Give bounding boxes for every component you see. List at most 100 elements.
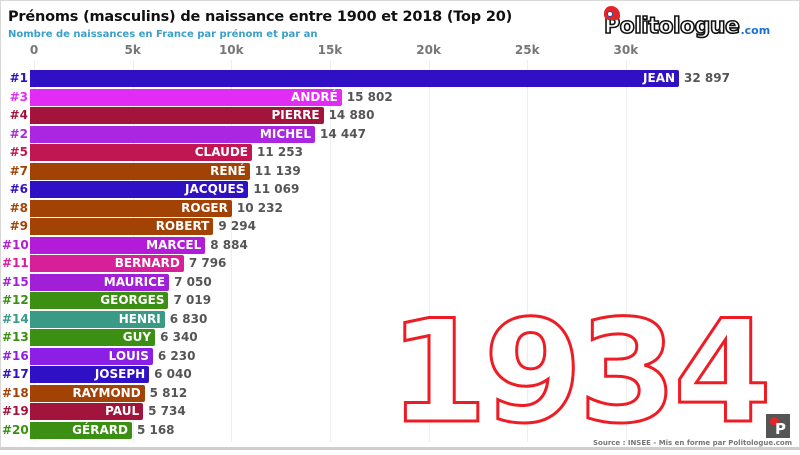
bar: ROGER: [30, 199, 232, 217]
bar-value-label: 32 897: [684, 71, 730, 85]
rank-label: #19: [2, 404, 29, 418]
bar-row: #12 GEORGES 7 019: [0, 292, 800, 309]
bar-row: #11 BERNARD 7 796: [0, 255, 800, 272]
phrygian-cap-icon: [604, 6, 620, 20]
bar-value-label: 5 812: [149, 385, 188, 400]
bar: MAURICE: [30, 273, 170, 291]
rank-label: #16: [2, 348, 29, 363]
bar-row: #10 MARCEL 8 884: [0, 236, 800, 254]
bar-name-label: HENRI: [118, 311, 161, 326]
bar-name-label: PAUL: [105, 404, 140, 418]
year-indicator: 1934: [387, 290, 773, 455]
rank-label: #14: [2, 311, 29, 326]
chart-subtitle: Nombre de naissances en France par préno…: [8, 29, 318, 40]
bar-value-label: 7 050: [174, 274, 212, 289]
bar-name-label: MARCEL: [146, 237, 202, 252]
bar-name-label: RAYMOND: [72, 385, 141, 400]
axis-tick-label: 5k: [124, 43, 141, 57]
rank-label: #20: [2, 422, 29, 437]
bar-value-label: 14 447: [320, 126, 366, 141]
rank-label: #10: [2, 237, 29, 252]
bar-name-label: RENÉ: [210, 163, 246, 178]
gridline: [428, 60, 430, 442]
bar-value-label: 9 294: [218, 219, 256, 233]
axis-tick-label: 0: [29, 43, 39, 57]
politologue-p-icon: [766, 414, 790, 438]
bar-row: #9 ROBERT 9 294: [0, 218, 800, 235]
bar-row: #20 GÉRARD 5 168: [0, 421, 800, 439]
rank-label: #11: [2, 256, 29, 270]
rank-label: #17: [2, 367, 29, 381]
bar-name-label: BERNARD: [114, 256, 180, 270]
gridline: [625, 60, 627, 442]
axis-tick-label: 10k: [218, 43, 244, 57]
gridline: [527, 60, 529, 442]
bar-row: #18 RAYMOND 5 812: [0, 384, 800, 402]
bar-row: #19 PAUL 5 734: [0, 403, 800, 420]
rank-label: #2: [9, 126, 28, 141]
rank-label: #15: [2, 274, 29, 289]
axis-tick-label: 30k: [613, 43, 639, 57]
bar-value-label: 6 830: [169, 311, 208, 326]
bar-row: #6 JACQUES 11 069: [0, 181, 800, 198]
bar-row: #3 ANDRÉ 15 802: [0, 88, 800, 106]
bar-value-label: 11 139: [254, 163, 301, 178]
bar: GEORGES: [30, 292, 169, 309]
bar: MICHEL: [30, 125, 316, 143]
bar-name-label: ROGER: [181, 200, 228, 215]
bar-name-label: ANDRÉ: [291, 89, 338, 104]
rank-label: #18: [2, 385, 29, 400]
bar-row: #17 JOSEPH 6 040: [0, 366, 800, 383]
bar-name-label: ROBERT: [155, 219, 210, 233]
bar-name-label: MAURICE: [103, 274, 166, 289]
bar-value-label: 11 069: [253, 182, 300, 196]
bar-value-label: 6 230: [157, 348, 196, 363]
bar-name-label: GEORGES: [100, 293, 165, 307]
bar-row: #14 HENRI 6 830: [0, 310, 800, 328]
bar-value-label: 15 802: [346, 89, 393, 104]
rank-label: #7: [9, 163, 28, 178]
bar: PAUL: [30, 403, 144, 420]
bar-row: #5 CLAUDE 11 253: [0, 144, 800, 161]
rank-label: #6: [9, 182, 28, 196]
bar-value-label: 5 168: [136, 422, 175, 437]
gridline: [231, 60, 233, 442]
bar-name-label: JEAN: [643, 71, 676, 85]
bar-name-label: MICHEL: [259, 126, 312, 141]
bar: ROBERT: [30, 218, 214, 235]
rank-label: #9: [9, 219, 28, 233]
axis-tick-label: 20k: [416, 43, 441, 57]
rank-label: #3: [9, 89, 28, 104]
bar-value-label: 6 340: [160, 330, 198, 344]
politologue-logo: Politologue .com: [603, 6, 771, 40]
bar: GÉRARD: [30, 421, 132, 439]
bar-row: #7 RENÉ 11 139: [0, 162, 800, 180]
axis-tick-label: 25k: [514, 43, 540, 57]
bar-value-label: 8 884: [210, 237, 248, 252]
bar-name-label: GÉRARD: [72, 422, 128, 437]
bar-name-label: CLAUDE: [194, 145, 249, 159]
bar-name-label: GUY: [122, 330, 152, 344]
bar: JACQUES: [30, 181, 249, 198]
bar-row: #13 GUY 6 340: [0, 329, 800, 346]
bar: JOSEPH: [30, 366, 150, 383]
gridline: [329, 60, 331, 442]
bar: MARCEL: [30, 236, 206, 254]
bar-value-label: 14 880: [328, 108, 375, 122]
bar: ANDRÉ: [30, 88, 342, 106]
bar-value-label: 7 796: [188, 256, 227, 270]
bar-name-label: PIERRE: [271, 108, 320, 122]
bar-name-label: JOSEPH: [94, 367, 146, 381]
bar-row: #8 ROGER 10 232: [0, 199, 800, 217]
bar-row: #4 PIERRE 14 880: [0, 107, 800, 124]
chart-title: Prénoms (masculins) de naissance entre 1…: [8, 9, 513, 25]
bar: BERNARD: [30, 255, 184, 272]
bar-row: #15 MAURICE 7 050: [0, 273, 800, 291]
bar: HENRI: [30, 310, 165, 328]
bar: CLAUDE: [30, 144, 253, 161]
bar: JEAN: [30, 70, 680, 87]
bar-row: #2 MICHEL 14 447: [0, 125, 800, 143]
bar-row: #16 LOUIS 6 230: [0, 347, 800, 365]
logo-suffix: .com: [740, 24, 771, 37]
bar-value-label: 6 040: [154, 367, 192, 381]
